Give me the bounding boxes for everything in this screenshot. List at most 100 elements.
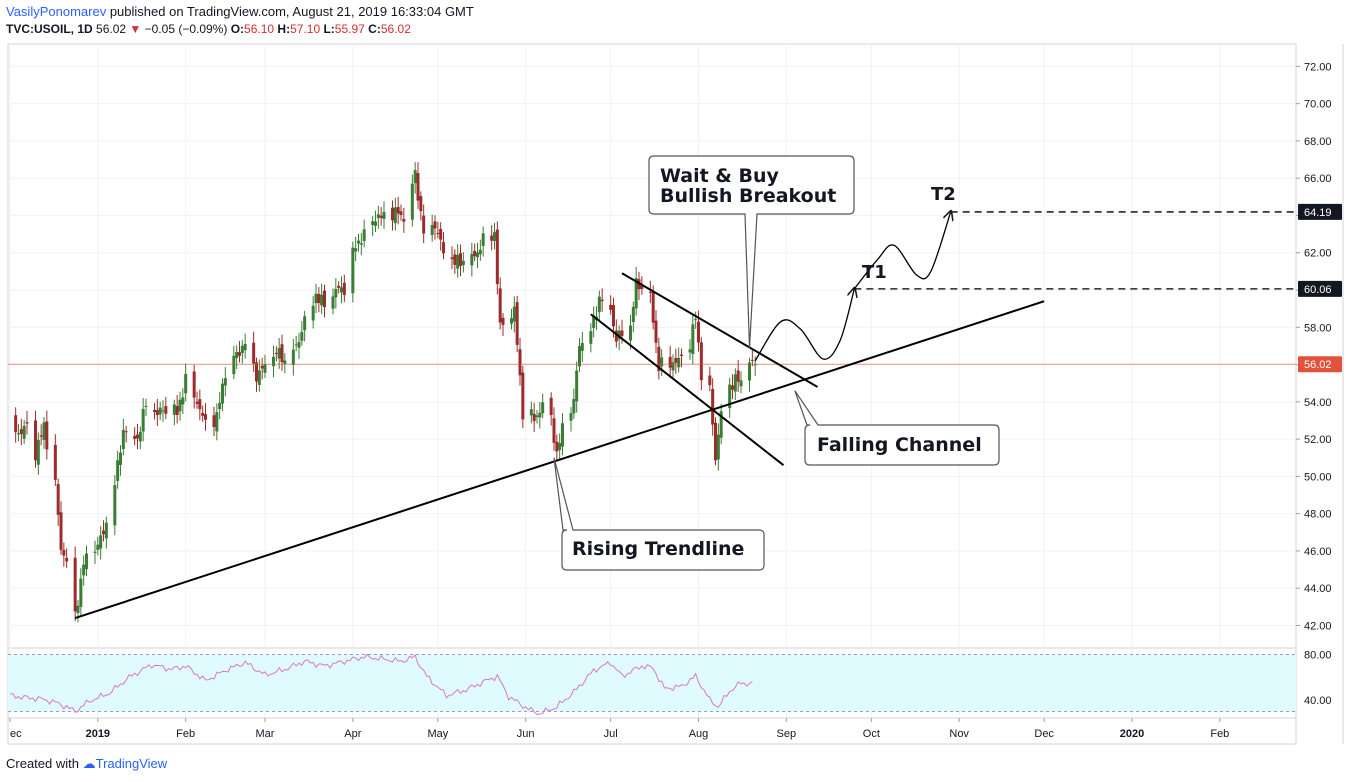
candle-body xyxy=(677,357,681,368)
candle-body xyxy=(699,342,703,381)
candle-body xyxy=(660,357,664,367)
change-value: −0.05 (−0.09%) xyxy=(144,22,228,36)
candle-body xyxy=(141,409,145,432)
rsi-tick-label: 80.00 xyxy=(1304,650,1332,662)
candle-body xyxy=(498,288,502,323)
candle-body xyxy=(303,316,307,331)
rising-trendline-callout[interactable]: Rising Trendline xyxy=(553,457,765,571)
candle-body xyxy=(461,260,465,266)
price-tick-label: 42.00 xyxy=(1304,620,1332,632)
projected-path-to-t2 xyxy=(853,212,950,290)
candle-body xyxy=(708,375,712,386)
candle-body xyxy=(580,342,584,351)
candle-body xyxy=(340,287,343,293)
candle-body xyxy=(274,352,278,354)
candle-body xyxy=(541,402,545,414)
down-arrow-icon: ▼ xyxy=(129,22,142,36)
candle-body xyxy=(558,443,562,450)
candle-body xyxy=(739,380,743,387)
candle-body xyxy=(133,435,137,439)
price-tag-label: 64.19 xyxy=(1304,207,1332,219)
close-label: C: xyxy=(368,22,381,36)
candle-body xyxy=(178,399,182,412)
candle-body xyxy=(153,409,156,413)
candle-body xyxy=(342,282,346,296)
price-tick-label: 58.00 xyxy=(1304,322,1332,334)
candle-body xyxy=(470,253,474,266)
candle-body xyxy=(320,294,324,306)
candle-body xyxy=(609,304,613,310)
candle-body xyxy=(396,207,400,214)
time-tick-label: ec xyxy=(10,728,22,740)
candle-body xyxy=(535,415,539,418)
candle-body xyxy=(552,418,556,443)
candle-body xyxy=(235,351,239,359)
candle-body xyxy=(102,530,105,535)
price-tick-label: 54.00 xyxy=(1304,397,1332,409)
candle-body xyxy=(711,388,715,425)
candle-body xyxy=(651,291,655,323)
grid-lines xyxy=(8,44,1296,718)
close-value: 56.02 xyxy=(380,22,411,36)
candle-body xyxy=(575,370,579,402)
candle-body xyxy=(76,605,80,614)
candle-body xyxy=(138,431,142,442)
candle-body xyxy=(263,364,267,373)
target-t2-label: T2 xyxy=(931,184,956,205)
candle-body xyxy=(116,460,120,481)
candle-body xyxy=(501,317,505,325)
candle-body xyxy=(283,360,287,365)
time-tick-label: Feb xyxy=(1210,728,1229,740)
candle-body xyxy=(232,355,236,375)
candle-body xyxy=(688,349,692,353)
candle-body xyxy=(731,385,734,390)
candle-body xyxy=(42,422,46,440)
candle-body xyxy=(34,420,37,461)
candle-body xyxy=(476,252,479,258)
candle-body xyxy=(473,250,477,257)
created-with-text: Created with xyxy=(6,756,79,771)
candle-body xyxy=(17,433,20,435)
price-tick-label: 70.00 xyxy=(1304,99,1332,111)
price-tag-64-19 xyxy=(1298,203,1342,220)
candle-body xyxy=(459,253,462,266)
candle-body xyxy=(402,218,406,222)
time-tick-label: 2019 xyxy=(86,728,110,740)
candle-body xyxy=(238,352,241,356)
time-tick-label: Oct xyxy=(863,728,880,740)
candle-body xyxy=(413,170,417,184)
candle-body xyxy=(490,235,494,241)
candle-body xyxy=(691,324,695,355)
candle-body xyxy=(323,290,326,308)
candle-body xyxy=(19,429,23,435)
candle-body xyxy=(371,221,375,226)
time-axis[interactable]: ec 2019 Feb Mar Apr May Jun Jul Aug Sep Oct Nov Dec 2… xyxy=(9,718,1229,740)
tradingview-link[interactable]: TradingView xyxy=(95,756,168,771)
candle-body xyxy=(255,362,258,382)
candle-body xyxy=(450,257,454,260)
price-tick-label: 52.00 xyxy=(1304,434,1332,446)
candle-body xyxy=(172,404,176,415)
candle-body xyxy=(532,413,536,422)
falling-channel-callout[interactable]: Falling Channel xyxy=(794,390,1000,466)
candle-body xyxy=(478,249,482,255)
symbol-name[interactable]: TVC:USOIL, 1D xyxy=(6,22,93,36)
candle-body xyxy=(456,254,460,269)
time-tick-label: Nov xyxy=(949,728,969,740)
price-tick-label: 68.00 xyxy=(1304,136,1332,148)
candle-body xyxy=(521,372,525,420)
candle-body xyxy=(671,362,675,371)
open-label: O: xyxy=(230,22,245,36)
candle-body xyxy=(393,207,397,224)
time-tick-label: Jun xyxy=(517,728,535,740)
candle-body xyxy=(419,196,423,211)
candle-body xyxy=(433,221,437,229)
author-link[interactable]: VasilyPonomarev xyxy=(6,4,107,19)
price-axis[interactable]: 72.0070.0068.0066.0064.0062.0060.0058.00… xyxy=(1296,61,1342,707)
low-value: 55.97 xyxy=(334,22,365,36)
candle-body xyxy=(654,320,658,343)
candle-body xyxy=(73,557,77,612)
candle-body xyxy=(362,229,366,241)
wait-buy-callout[interactable]: Wait & Buy Bullish Breakout xyxy=(648,155,855,348)
